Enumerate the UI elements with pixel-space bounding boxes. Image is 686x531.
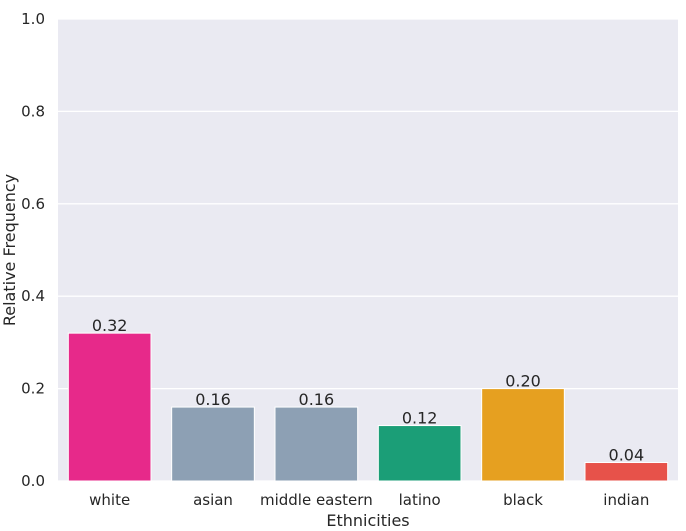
x-tick-label: indian [603,491,649,509]
data-label: 0.16 [195,390,231,409]
data-label: 0.32 [92,316,128,335]
plot-area [58,19,678,481]
data-label: 0.20 [505,372,541,391]
data-labels: 0.32 0.16 0.16 0.12 0.20 0.04 [92,316,644,464]
gridlines [58,18,678,482]
y-tick-label: 0.0 [21,472,45,490]
bar-black [481,388,565,482]
data-label: 0.04 [609,446,645,465]
y-axis-title: Relative Frequency [0,174,19,326]
bars [67,332,669,482]
x-tick-labels: white asian middle eastern latino black india… [89,491,649,509]
y-tick-label: 0.8 [21,102,45,120]
x-tick-label: white [89,491,130,509]
y-tick-label: 0.6 [21,195,45,213]
bar-asian [171,406,255,482]
data-label: 0.16 [299,390,335,409]
x-tick-label: middle eastern [260,491,373,509]
bar-middle-eastern [274,406,359,482]
y-tick-labels: 0.0 0.2 0.4 0.6 0.8 1.0 [21,10,45,490]
bar-latino [377,425,462,482]
data-label: 0.12 [402,409,438,428]
x-axis-title: Ethnicities [326,511,409,530]
y-tick-label: 0.2 [21,380,45,398]
x-tick-label: latino [399,491,441,509]
y-tick-label: 0.4 [21,287,45,305]
y-tick-label: 1.0 [21,10,45,28]
x-tick-label: black [503,491,543,509]
bar-white [67,332,152,482]
bar-indian [584,462,669,482]
x-tick-label: asian [193,491,233,509]
